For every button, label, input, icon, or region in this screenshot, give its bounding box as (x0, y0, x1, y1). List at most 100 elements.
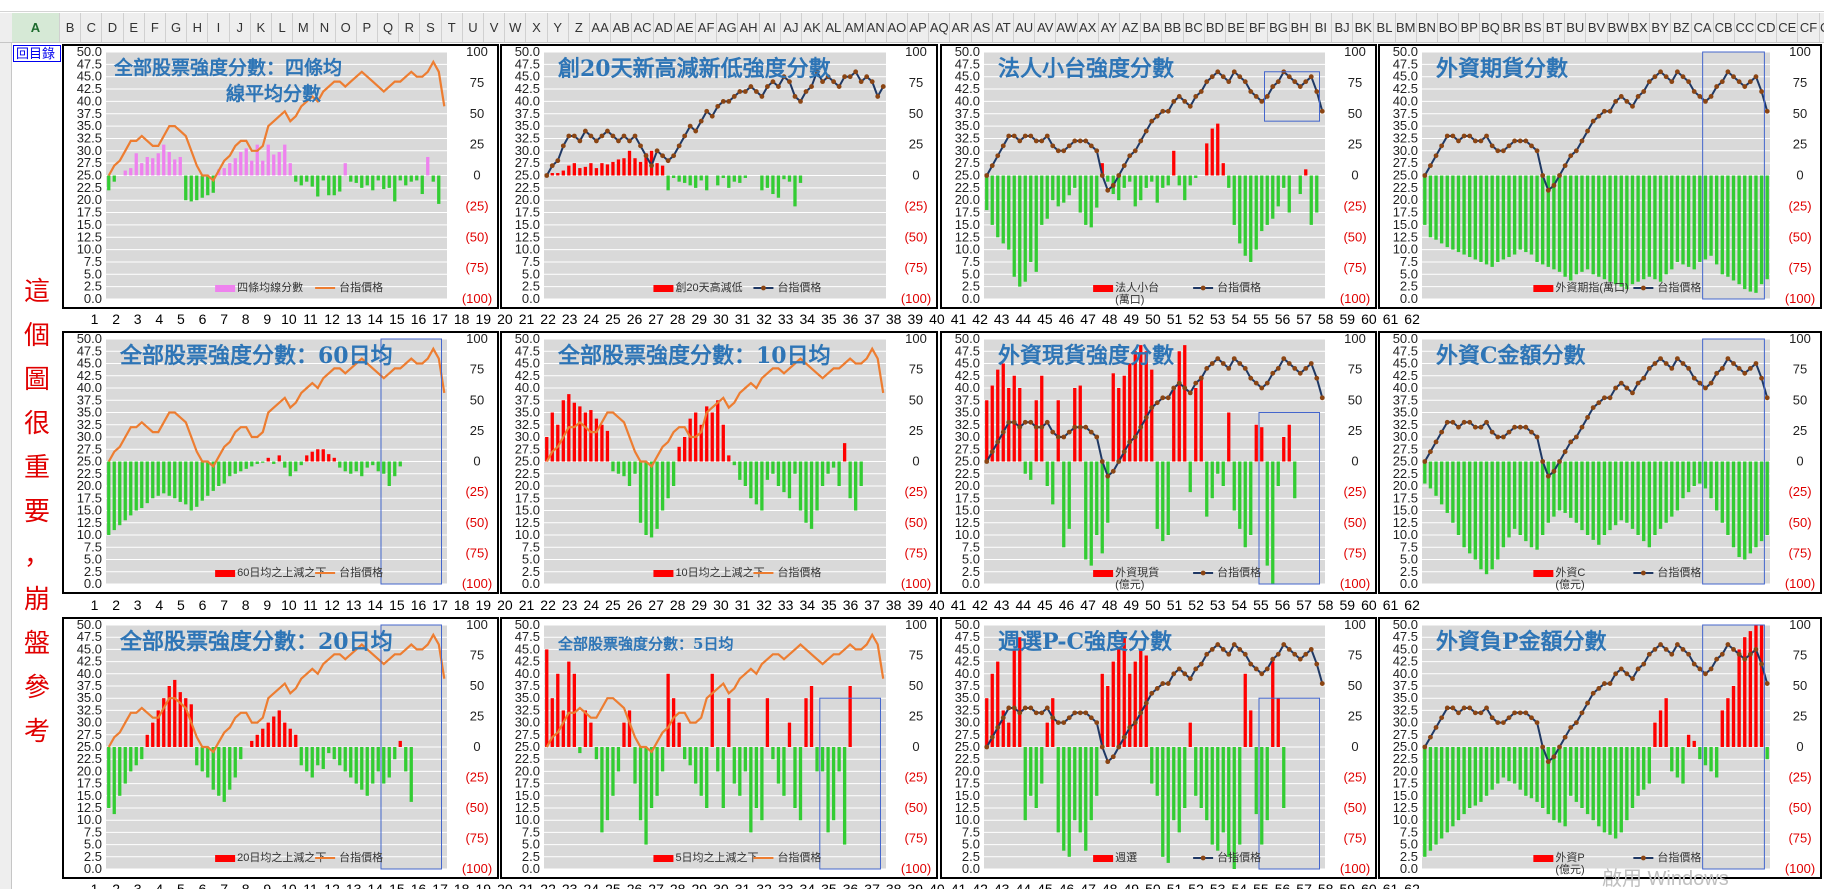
column-header-bt[interactable]: BT (1544, 13, 1566, 42)
chart-panel[interactable]: 50.0 47.5 45.0 42.5 40.0 37.5 35.0 32.5 30.0 27.5… (1378, 617, 1822, 879)
column-header-ar[interactable]: AR (950, 13, 972, 42)
column-header-bu[interactable]: BU (1565, 13, 1587, 42)
column-header-cg[interactable]: CG (1820, 13, 1824, 42)
column-header-cd[interactable]: CD (1756, 13, 1778, 42)
column-header-av[interactable]: AV (1035, 13, 1057, 42)
column-header-x[interactable]: X (526, 13, 548, 42)
column-header-bp[interactable]: BP (1459, 13, 1481, 42)
column-header-cc[interactable]: CC (1735, 13, 1756, 42)
column-header-q[interactable]: Q (378, 13, 400, 42)
right-tick-label: 25 (909, 423, 923, 438)
column-header-z[interactable]: Z (569, 13, 590, 42)
column-header-ak[interactable]: AK (802, 13, 824, 42)
chart-panel[interactable]: 50.0 47.5 45.0 42.5 40.0 37.5 35.0 32.5 30.0 27.5… (940, 44, 1377, 309)
column-header-ba[interactable]: BA (1141, 13, 1163, 42)
column-header-ai[interactable]: AI (760, 13, 781, 42)
chart-panel[interactable]: 50.0 47.5 45.0 42.5 40.0 37.5 35.0 32.5 30.0 27.5… (1378, 44, 1822, 309)
column-header-c[interactable]: C (81, 13, 103, 42)
column-header-bj[interactable]: BJ (1332, 13, 1354, 42)
column-header-bx[interactable]: BX (1629, 13, 1650, 42)
column-header-as[interactable]: AS (972, 13, 993, 42)
column-header-bd[interactable]: BD (1205, 13, 1226, 42)
column-header-bv[interactable]: BV (1586, 13, 1608, 42)
column-header-al[interactable]: AL (823, 13, 845, 42)
column-header-az[interactable]: AZ (1120, 13, 1142, 42)
column-header-bn[interactable]: BN (1417, 13, 1438, 42)
chart-panel[interactable]: 50.0 47.5 45.0 42.5 40.0 37.5 35.0 32.5 30.0 27.5… (940, 331, 1377, 594)
column-header-d[interactable]: D (102, 13, 124, 42)
chart-panel[interactable]: 50.0 47.5 45.0 42.5 40.0 37.5 35.0 32.5 30.0 27.5… (62, 331, 499, 594)
column-header-cb[interactable]: CB (1714, 13, 1735, 42)
formula-bar[interactable] (0, 0, 1824, 12)
column-header-f[interactable]: F (145, 13, 166, 42)
column-header-bo[interactable]: BO (1438, 13, 1460, 42)
column-header-b[interactable]: B (60, 13, 82, 42)
column-header-bh[interactable]: BH (1290, 13, 1311, 42)
column-header-aj[interactable]: AJ (781, 13, 802, 42)
column-header-bl[interactable]: BL (1374, 13, 1396, 42)
column-header-by[interactable]: BY (1650, 13, 1672, 42)
column-header-bi[interactable]: BI (1311, 13, 1332, 42)
chart-panel[interactable]: 50.0 47.5 45.0 42.5 40.0 37.5 35.0 32.5 30.0 27.5… (500, 44, 938, 309)
column-header-ah[interactable]: AH (738, 13, 760, 42)
column-header-s[interactable]: S (420, 13, 442, 42)
column-header-n[interactable]: N (314, 13, 336, 42)
column-header-k[interactable]: K (251, 13, 272, 42)
chart-panel[interactable]: 50.0 47.5 45.0 42.5 40.0 37.5 35.0 32.5 30.0 27.5… (1378, 331, 1822, 594)
column-header-g[interactable]: G (166, 13, 188, 42)
column-header-cf[interactable]: CF (1798, 13, 1820, 42)
column-header-bm[interactable]: BM (1396, 13, 1417, 42)
column-header-i[interactable]: I (208, 13, 230, 42)
column-header-t[interactable]: T (442, 13, 463, 42)
column-header-y[interactable]: Y (548, 13, 569, 42)
column-header-a[interactable]: A (12, 13, 60, 42)
column-header-ce[interactable]: CE (1777, 13, 1799, 42)
column-header-at[interactable]: AT (993, 13, 1014, 42)
column-header-j[interactable]: J (230, 13, 251, 42)
column-header-o[interactable]: O (336, 13, 357, 42)
column-header-bg[interactable]: BG (1268, 13, 1290, 42)
column-header-bc[interactable]: BC (1184, 13, 1205, 42)
column-header-ae[interactable]: AE (675, 13, 696, 42)
column-header-ab[interactable]: AB (611, 13, 633, 42)
column-header-aw[interactable]: AW (1056, 13, 1078, 42)
chart-panel[interactable]: 50.0 47.5 45.0 42.5 40.0 37.5 35.0 32.5 30.0 27.5… (940, 617, 1377, 879)
column-header-ax[interactable]: AX (1078, 13, 1099, 42)
column-header-ay[interactable]: AY (1099, 13, 1120, 42)
column-header-ac[interactable]: AC (632, 13, 654, 42)
column-header-bq[interactable]: BQ (1480, 13, 1502, 42)
column-header-u[interactable]: U (463, 13, 484, 42)
column-header-r[interactable]: R (399, 13, 421, 42)
back-to-index-link[interactable]: 回目錄 (13, 45, 61, 62)
column-header-v[interactable]: V (484, 13, 506, 42)
column-header-af[interactable]: AF (696, 13, 718, 42)
chart-panel[interactable]: 50.0 47.5 45.0 42.5 40.0 37.5 35.0 32.5 30.0 27.5… (500, 331, 938, 594)
chart-panel[interactable]: 50.0 47.5 45.0 42.5 40.0 37.5 35.0 32.5 30.0 27.5… (62, 44, 499, 309)
chart-panel[interactable]: 50.0 47.5 45.0 42.5 40.0 37.5 35.0 32.5 30.0 27.5… (62, 617, 499, 879)
chart-panel[interactable]: 50.0 47.5 45.0 42.5 40.0 37.5 35.0 32.5 30.0 27.5… (500, 617, 938, 879)
column-header-m[interactable]: M (293, 13, 315, 42)
column-header-e[interactable]: E (124, 13, 145, 42)
column-header-p[interactable]: P (357, 13, 378, 42)
column-header-l[interactable]: L (272, 13, 294, 42)
column-header-aq[interactable]: AQ (929, 13, 951, 42)
column-header-ap[interactable]: AP (908, 13, 930, 42)
column-header-w[interactable]: W (505, 13, 527, 42)
column-header-bs[interactable]: BS (1523, 13, 1544, 42)
column-header-ad[interactable]: AD (654, 13, 675, 42)
column-header-bf[interactable]: BF (1247, 13, 1269, 42)
column-header-be[interactable]: BE (1226, 13, 1248, 42)
column-header-aa[interactable]: AA (590, 13, 612, 42)
column-header-an[interactable]: AN (866, 13, 887, 42)
column-header-ca[interactable]: CA (1692, 13, 1714, 42)
column-header-ao[interactable]: AO (887, 13, 908, 42)
column-header-bw[interactable]: BW (1608, 13, 1629, 42)
column-header-am[interactable]: AM (844, 13, 866, 42)
column-header-au[interactable]: AU (1014, 13, 1036, 42)
column-header-h[interactable]: H (187, 13, 209, 42)
column-header-bz[interactable]: BZ (1671, 13, 1693, 42)
column-header-br[interactable]: BR (1502, 13, 1523, 42)
column-header-bb[interactable]: BB (1162, 13, 1184, 42)
column-header-bk[interactable]: BK (1353, 13, 1375, 42)
column-header-ag[interactable]: AG (717, 13, 739, 42)
